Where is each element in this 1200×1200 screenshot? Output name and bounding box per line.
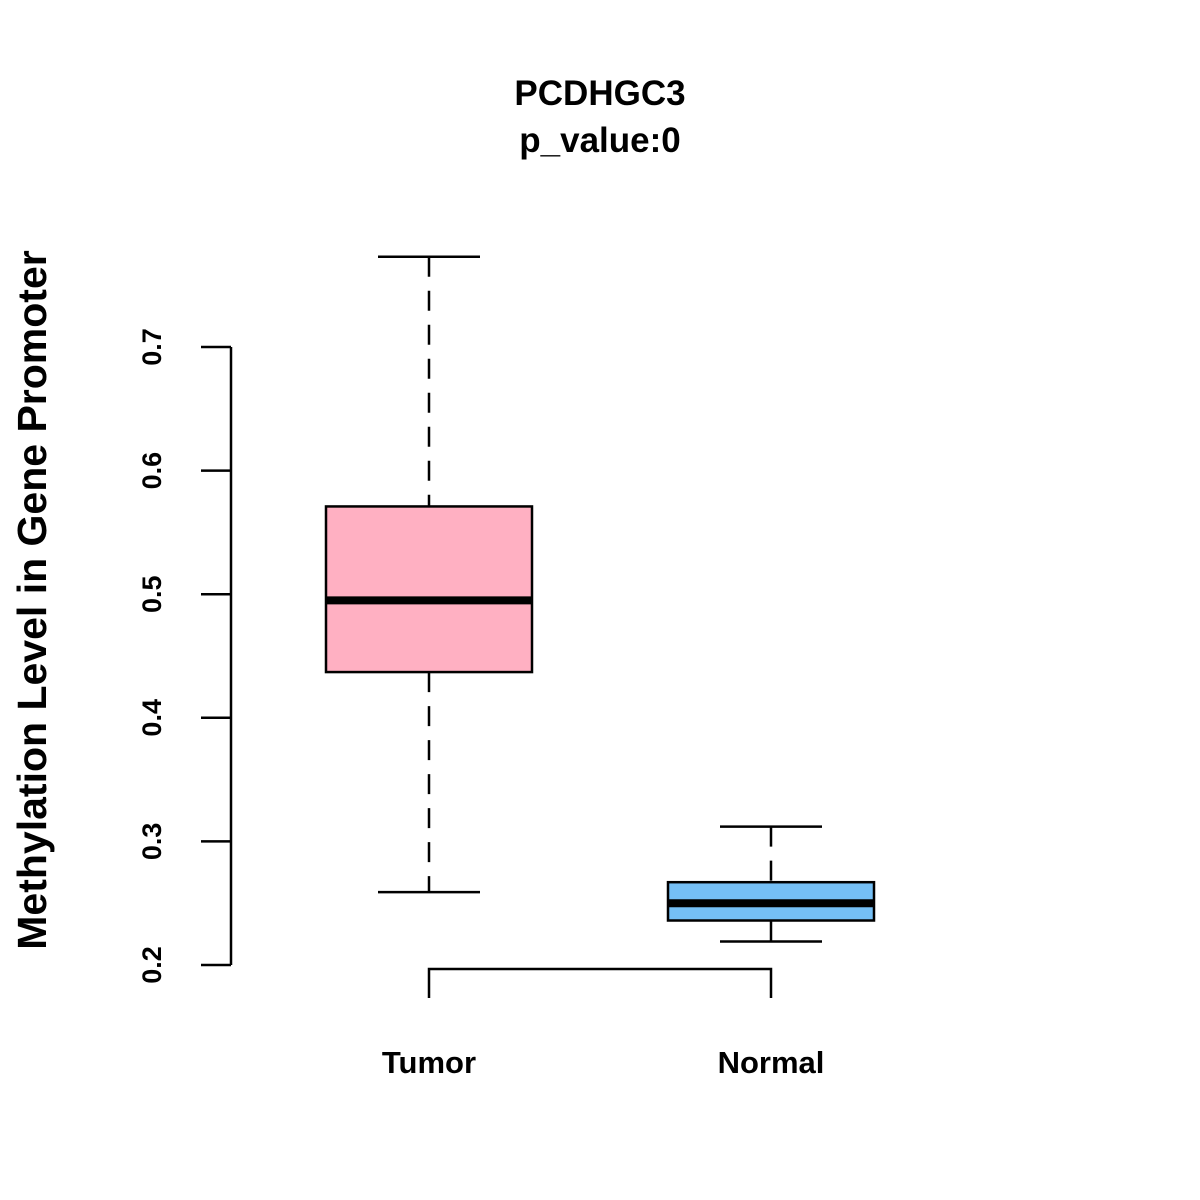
y-tick-label: 0.6 — [137, 452, 167, 490]
y-axis: 0.2 0.3 0.4 0.5 0.6 0.7 — [137, 328, 233, 984]
y-tick-label: 0.7 — [137, 328, 167, 366]
comparison-bracket — [427, 967, 773, 998]
y-tick-label: 0.3 — [137, 823, 167, 861]
y-tick-label: 0.4 — [137, 699, 167, 737]
x-tick-label: Normal — [718, 1045, 825, 1080]
x-axis-labels: Tumor Normal — [382, 1045, 824, 1080]
y-axis-label: Methylation Level in Gene Promoter — [9, 250, 55, 949]
box-tumor — [324, 255, 534, 894]
iqr-box — [324, 505, 534, 674]
x-tick-label: Tumor — [382, 1045, 476, 1080]
y-tick-label: 0.5 — [137, 575, 167, 613]
y-tick-label: 0.2 — [137, 946, 167, 984]
chart-title: PCDHGC3 — [514, 74, 685, 113]
chart-subtitle: p_value:0 — [519, 121, 680, 160]
boxes — [324, 255, 876, 998]
box-normal — [666, 825, 876, 943]
